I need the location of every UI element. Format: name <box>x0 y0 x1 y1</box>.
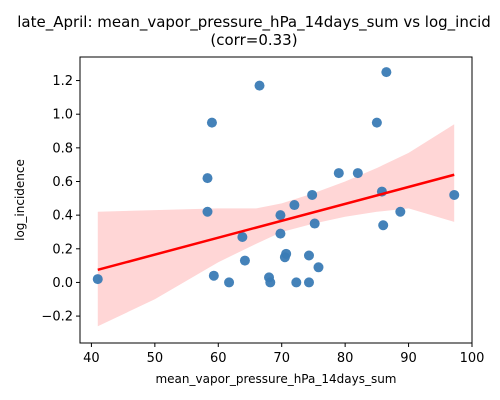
data-point <box>291 277 302 288</box>
y-tick-label: 1.0 <box>52 108 73 123</box>
regression-line-layer <box>97 173 455 272</box>
points-layer <box>92 67 460 288</box>
regression-line <box>97 173 455 272</box>
y-tick-label: 1.2 <box>52 74 73 89</box>
x-tick-label: 60 <box>210 351 227 366</box>
data-point <box>275 228 286 239</box>
data-point <box>303 277 314 288</box>
data-point <box>239 255 250 266</box>
x-axis-ticks: 40 50 60 70 80 90 100 <box>83 343 484 366</box>
data-point <box>309 218 320 229</box>
data-point <box>313 262 324 273</box>
chart-title-line1: late_April: mean_vapor_pressure_hPa_14da… <box>17 13 491 32</box>
y-tick-label: −0.2 <box>41 310 73 325</box>
data-point <box>449 189 460 200</box>
y-tick-label: 0.2 <box>52 242 73 257</box>
data-point <box>378 220 389 231</box>
data-point <box>307 189 318 200</box>
x-axis-label: mean_vapor_pressure_hPa_14days_sum <box>155 372 396 386</box>
data-point <box>333 168 344 179</box>
y-axis-label: log_incidence <box>13 159 27 241</box>
y-tick-label: 0.6 <box>52 175 73 190</box>
data-point <box>303 250 314 261</box>
data-point <box>202 173 213 184</box>
y-axis-ticks: −0.2 0.0 0.2 0.4 0.6 0.8 1.0 1.2 <box>41 74 80 325</box>
y-tick-label: 0.8 <box>52 141 73 156</box>
data-point <box>237 232 248 243</box>
data-point <box>289 200 300 211</box>
data-point <box>395 206 406 217</box>
data-point <box>208 270 219 281</box>
data-point <box>254 80 265 91</box>
chart-title-line2: (corr=0.33) <box>210 31 297 49</box>
x-tick-label: 40 <box>83 351 100 366</box>
y-tick-label: 0.4 <box>52 209 73 224</box>
data-point <box>275 210 286 221</box>
data-point <box>371 117 382 128</box>
data-point <box>352 168 363 179</box>
x-tick-label: 50 <box>147 351 164 366</box>
data-point <box>381 67 392 78</box>
data-point <box>265 277 276 288</box>
confidence-band-layer <box>97 124 455 327</box>
plot-frame <box>79 56 473 344</box>
x-tick-label: 80 <box>337 351 354 366</box>
data-point <box>206 117 217 128</box>
confidence-band <box>97 124 455 327</box>
y-tick-label: 0.0 <box>52 276 73 291</box>
data-point <box>92 274 103 285</box>
x-tick-label: 70 <box>273 351 290 366</box>
data-point <box>202 206 213 217</box>
x-tick-label: 90 <box>400 351 417 366</box>
data-point <box>224 277 235 288</box>
data-point <box>281 248 292 259</box>
x-tick-label: 100 <box>460 351 485 366</box>
